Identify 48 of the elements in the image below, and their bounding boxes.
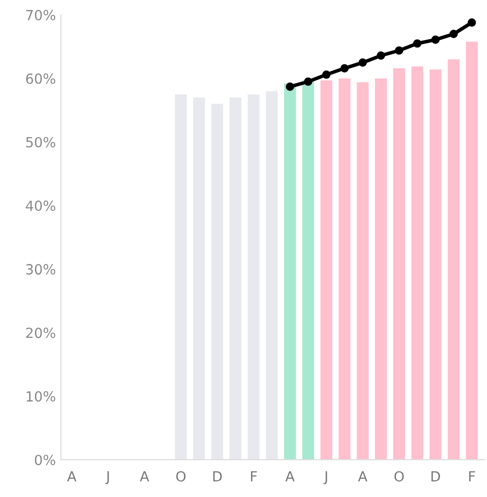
y-tick-label: 60% (26, 73, 56, 84)
y-tick-label: 20% (26, 328, 56, 338)
y-tick-label: 30% (26, 264, 56, 275)
y-tick-label: 50% (26, 136, 56, 148)
bar (393, 68, 406, 460)
x-tick-label: A (67, 471, 76, 482)
point (376, 51, 386, 60)
x-tick-label: J (324, 471, 328, 484)
x-tick-label: O (394, 471, 404, 482)
y-tick-label: 70% (26, 10, 56, 20)
x-tick-label: J (105, 471, 109, 484)
x-tick-label: F (469, 471, 476, 482)
point (286, 82, 294, 91)
bar (448, 59, 460, 460)
y-tick-label: 10% (26, 391, 56, 402)
point (322, 70, 331, 79)
x-tick-label: A (140, 471, 150, 482)
bar (430, 70, 442, 460)
x-tick-label: D (213, 471, 222, 482)
point (413, 39, 422, 48)
point (449, 30, 458, 38)
point (431, 36, 440, 44)
bar (230, 98, 242, 460)
bar (375, 78, 387, 460)
bar (248, 94, 260, 460)
bar (356, 82, 369, 460)
x-tick-label: A (285, 471, 295, 482)
point (394, 46, 404, 55)
bar (466, 42, 478, 460)
bar (302, 80, 314, 460)
x-tick-label: D (431, 471, 440, 482)
point (304, 77, 312, 86)
bar (320, 80, 332, 460)
y-tick-label: 40% (26, 200, 56, 212)
point (340, 64, 349, 72)
y-tick-label: 0% (34, 454, 56, 466)
bar (193, 98, 205, 460)
bar (411, 66, 424, 460)
x-tick-label: O (176, 471, 186, 482)
bar (338, 78, 350, 460)
point (468, 18, 476, 27)
bar (174, 94, 187, 460)
bar (284, 84, 296, 460)
x-tick-label: A (358, 471, 368, 482)
bar (266, 91, 278, 460)
point (358, 58, 367, 67)
x-tick-label: F (250, 471, 257, 482)
bar (211, 104, 224, 460)
